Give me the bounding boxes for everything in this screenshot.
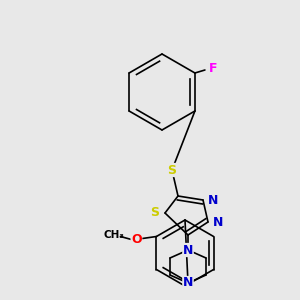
- Text: N: N: [183, 244, 193, 256]
- Text: S: S: [151, 206, 160, 220]
- Text: N: N: [208, 194, 218, 206]
- Text: N: N: [213, 215, 223, 229]
- Text: S: S: [167, 164, 176, 176]
- Text: O: O: [131, 233, 142, 246]
- Text: F: F: [209, 61, 217, 74]
- Text: N: N: [183, 277, 193, 290]
- Text: CH₃: CH₃: [104, 230, 125, 241]
